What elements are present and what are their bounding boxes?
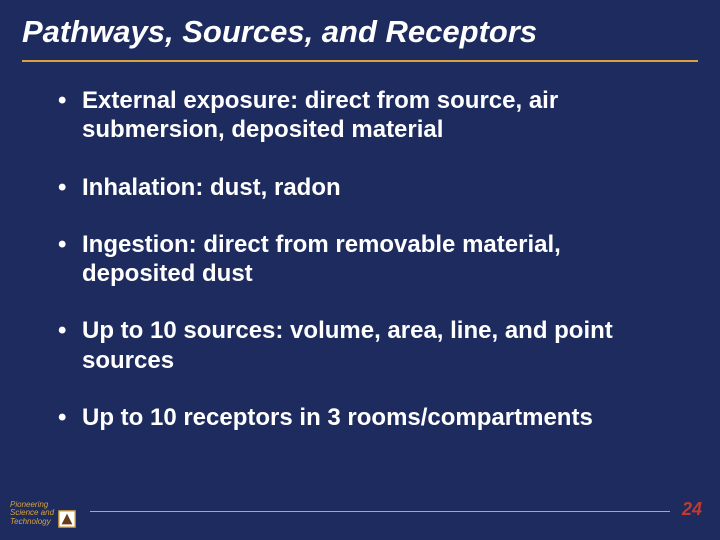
footer-rule	[90, 511, 670, 512]
slide-number: 24	[682, 499, 702, 520]
bullet-item: Ingestion: direct from removable materia…	[58, 230, 672, 289]
bullet-list: External exposure: direct from source, a…	[58, 86, 672, 432]
footer: Pioneering Science and Technology 24	[0, 484, 720, 530]
footer-tagline: Pioneering Science and Technology	[10, 501, 54, 526]
slide: Pathways, Sources, and Receptors Externa…	[0, 0, 720, 540]
content-area: External exposure: direct from source, a…	[0, 62, 720, 432]
bullet-item: Up to 10 sources: volume, area, line, an…	[58, 316, 672, 375]
lab-logo-icon	[58, 510, 76, 528]
bullet-item: External exposure: direct from source, a…	[58, 86, 672, 145]
footer-tagline-line: Technology	[10, 518, 54, 526]
bullet-item: Up to 10 receptors in 3 rooms/compartmen…	[58, 403, 672, 432]
title-area: Pathways, Sources, and Receptors	[0, 0, 720, 56]
slide-title: Pathways, Sources, and Receptors	[22, 14, 698, 50]
bullet-item: Inhalation: dust, radon	[58, 173, 672, 202]
